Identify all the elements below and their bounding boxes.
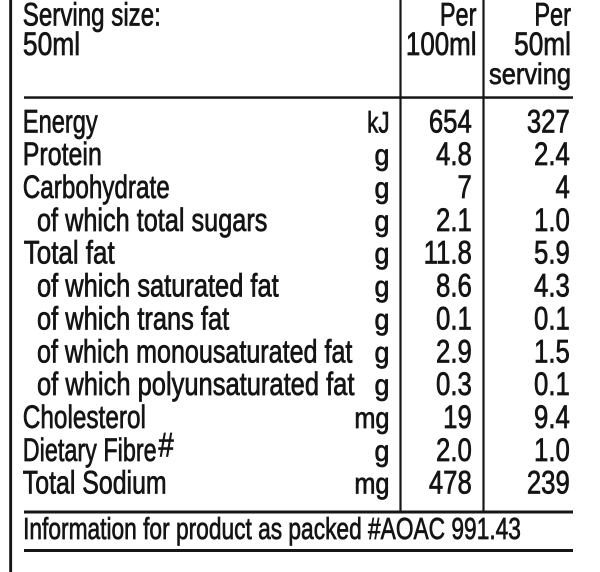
svg-text:5.9: 5.9 — [534, 236, 570, 271]
svg-text:100ml: 100ml — [406, 28, 477, 63]
svg-text:1.5: 1.5 — [534, 335, 570, 370]
svg-text:19: 19 — [443, 400, 472, 435]
svg-text:478: 478 — [429, 466, 472, 501]
svg-text:239: 239 — [527, 466, 570, 501]
svg-text:7: 7 — [457, 171, 471, 206]
svg-text:0.1: 0.1 — [534, 368, 570, 403]
svg-text:Per: Per — [534, 0, 571, 32]
svg-text:mg: mg — [354, 401, 389, 435]
svg-text:of which monousaturated fat: of which monousaturated fat — [37, 334, 352, 370]
svg-text:Protein: Protein — [23, 137, 102, 173]
svg-text:2.1: 2.1 — [436, 203, 472, 238]
svg-text:Total fat: Total fat — [24, 236, 115, 271]
svg-text:g: g — [375, 172, 390, 206]
svg-text:of which polyunsaturated fat: of which polyunsaturated fat — [37, 368, 354, 403]
svg-text:kJ: kJ — [367, 105, 389, 139]
svg-text:4.3: 4.3 — [534, 269, 570, 304]
svg-text:g: g — [375, 435, 390, 469]
svg-text:1.0: 1.0 — [534, 433, 570, 468]
svg-text:serving: serving — [489, 57, 571, 90]
svg-text:0.3: 0.3 — [436, 368, 472, 403]
svg-text:g: g — [375, 303, 390, 337]
svg-text:g: g — [375, 336, 390, 370]
svg-text:50ml: 50ml — [514, 28, 571, 63]
svg-text:of which trans fat: of which trans fat — [37, 302, 229, 337]
svg-text:Per: Per — [440, 0, 477, 32]
svg-text:2.4: 2.4 — [534, 138, 570, 173]
svg-text:Energy: Energy — [23, 104, 98, 139]
svg-text:Carbohydrate: Carbohydrate — [23, 170, 170, 206]
svg-text:2.9: 2.9 — [436, 335, 472, 370]
svg-text:Serving size:: Serving size: — [23, 0, 161, 33]
svg-text:Information for product as pac: Information for product as packed #AOAC … — [23, 512, 521, 546]
svg-text:#: # — [158, 426, 174, 464]
svg-text:Dietary Fibre: Dietary Fibre — [23, 432, 157, 467]
svg-text:g: g — [375, 205, 390, 239]
svg-text:Cholesterol: Cholesterol — [23, 400, 146, 436]
svg-text:g: g — [375, 237, 390, 271]
svg-text:mg: mg — [354, 467, 389, 501]
svg-text:4.8: 4.8 — [436, 138, 472, 173]
svg-text:Total Sodium: Total Sodium — [23, 466, 167, 502]
svg-text:50ml: 50ml — [23, 27, 80, 63]
svg-text:of which total sugars: of which total sugars — [37, 203, 267, 239]
svg-text:1.0: 1.0 — [534, 203, 570, 238]
svg-text:g: g — [375, 270, 390, 304]
svg-text:327: 327 — [527, 105, 570, 140]
svg-text:654: 654 — [429, 105, 472, 140]
svg-text:4: 4 — [555, 171, 569, 206]
svg-text:g: g — [375, 139, 390, 173]
svg-text:0.1: 0.1 — [436, 302, 472, 337]
svg-text:8.6: 8.6 — [436, 269, 472, 304]
svg-text:2.0: 2.0 — [436, 433, 472, 468]
svg-text:9.4: 9.4 — [534, 400, 570, 435]
svg-text:11.8: 11.8 — [424, 236, 472, 271]
svg-text:of which saturated fat: of which saturated fat — [37, 269, 279, 304]
svg-text:0.1: 0.1 — [534, 302, 570, 337]
svg-text:g: g — [375, 369, 390, 403]
